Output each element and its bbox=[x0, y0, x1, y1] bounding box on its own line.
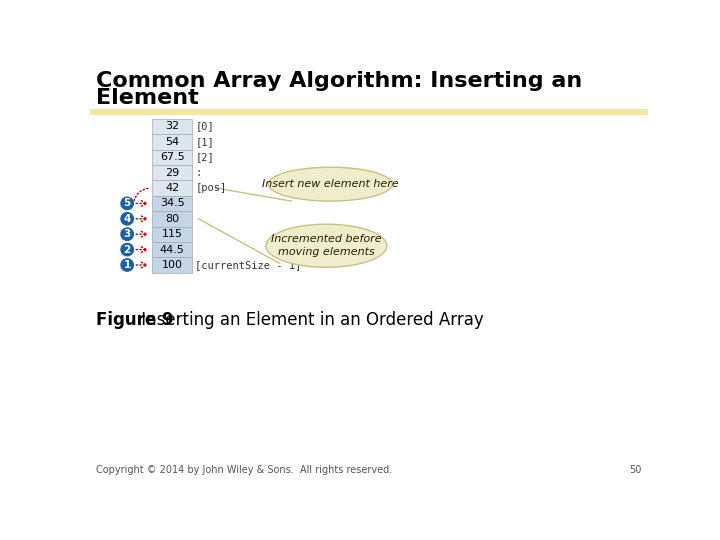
Text: [1]: [1] bbox=[195, 137, 214, 147]
Text: Insert new element here: Insert new element here bbox=[262, 179, 399, 189]
Bar bbox=[152, 150, 192, 165]
Text: 1: 1 bbox=[124, 260, 131, 270]
Bar bbox=[152, 242, 192, 257]
Bar bbox=[152, 165, 192, 180]
Circle shape bbox=[121, 213, 133, 225]
Text: 115: 115 bbox=[162, 229, 183, 239]
Ellipse shape bbox=[266, 224, 387, 267]
Text: [2]: [2] bbox=[195, 152, 214, 162]
Text: [currentSize - 1]: [currentSize - 1] bbox=[195, 260, 302, 270]
Text: 44.5: 44.5 bbox=[160, 245, 184, 254]
Text: :: : bbox=[195, 167, 202, 178]
Bar bbox=[152, 211, 192, 226]
Circle shape bbox=[121, 259, 133, 271]
Bar bbox=[152, 257, 192, 273]
Text: 4: 4 bbox=[124, 214, 131, 224]
Text: Figure 9: Figure 9 bbox=[96, 311, 174, 329]
Text: 50: 50 bbox=[629, 465, 642, 475]
Text: 42: 42 bbox=[165, 183, 179, 193]
Circle shape bbox=[121, 228, 133, 240]
Bar bbox=[152, 119, 192, 134]
Text: 67.5: 67.5 bbox=[160, 152, 184, 162]
Text: 5: 5 bbox=[124, 198, 131, 208]
FancyBboxPatch shape bbox=[90, 110, 648, 115]
Circle shape bbox=[121, 197, 133, 210]
Text: Element: Element bbox=[96, 88, 199, 108]
Text: Common Array Algorithm: Inserting an: Common Array Algorithm: Inserting an bbox=[96, 71, 582, 91]
Text: Incremented before
moving elements: Incremented before moving elements bbox=[271, 234, 382, 258]
Text: 54: 54 bbox=[165, 137, 179, 147]
Bar bbox=[152, 195, 192, 211]
Circle shape bbox=[121, 244, 133, 256]
Text: 34.5: 34.5 bbox=[160, 198, 184, 208]
Bar bbox=[152, 226, 192, 242]
Bar bbox=[152, 134, 192, 150]
Text: [0]: [0] bbox=[195, 122, 214, 131]
Text: [pos]: [pos] bbox=[195, 183, 227, 193]
Text: 32: 32 bbox=[165, 122, 179, 131]
Text: Copyright © 2014 by John Wiley & Sons.  All rights reserved.: Copyright © 2014 by John Wiley & Sons. A… bbox=[96, 465, 392, 475]
Text: 2: 2 bbox=[124, 245, 131, 254]
Text: 29: 29 bbox=[165, 167, 179, 178]
Text: Inserting an Element in an Ordered Array: Inserting an Element in an Ordered Array bbox=[137, 311, 485, 329]
Bar bbox=[152, 180, 192, 195]
Ellipse shape bbox=[269, 167, 392, 201]
Text: 100: 100 bbox=[162, 260, 183, 270]
Text: 3: 3 bbox=[124, 229, 131, 239]
Text: 80: 80 bbox=[165, 214, 179, 224]
